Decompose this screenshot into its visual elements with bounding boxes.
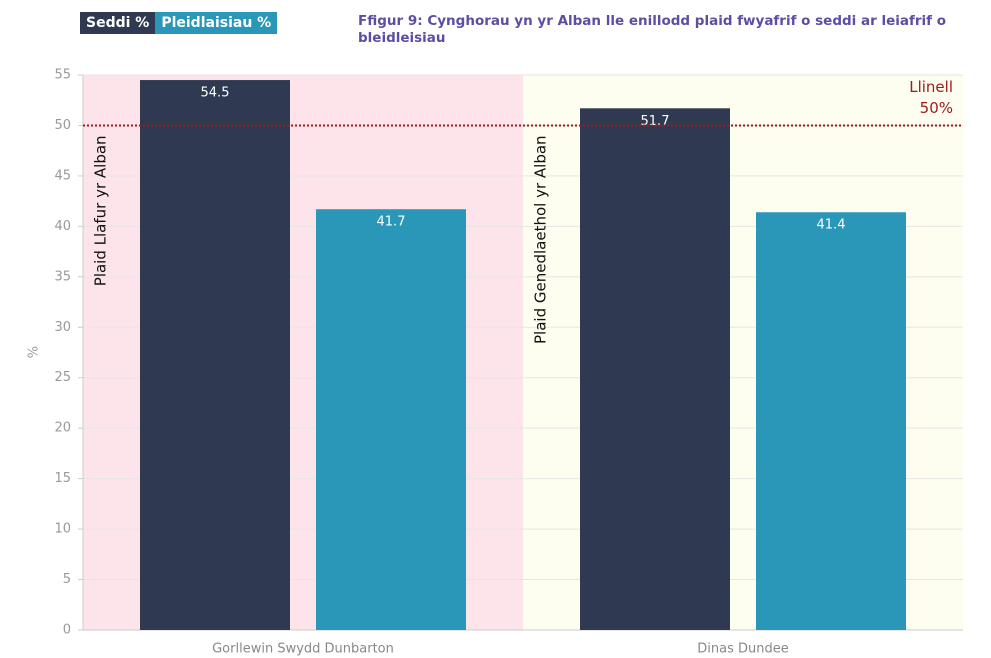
y-axis-label: % [27,346,42,358]
legend-entry: Pleidlaisiau % [155,12,278,34]
legend: Seddi % Pleidlaisiau % [80,12,278,34]
y-tick-label: 0 [63,623,71,638]
reference-line-label: 50% [920,99,953,117]
y-tick-label: 25 [54,370,71,385]
bar [140,80,290,630]
y-tick-label: 5 [63,572,71,587]
value-label: 41.7 [377,215,406,230]
group-annotation: Plaid Genedlaethol yr Alban [532,135,550,344]
reference-line-label: Llinell [909,78,953,96]
y-tick-label: 10 [54,522,71,537]
y-tick-label: 40 [54,219,71,234]
y-tick-label: 55 [54,68,71,83]
chart-title: Ffigur 9: Cynghorau yn yr Alban lle enil… [358,13,946,46]
y-tick-label: 15 [54,471,71,486]
bar [756,212,906,630]
x-tick-label: Dinas Dundee [697,642,788,657]
bar [316,209,466,630]
bar [580,108,730,631]
value-label: 51.7 [641,114,670,129]
y-tick-label: 50 [54,118,71,133]
value-label: 54.5 [201,86,230,101]
value-label: 41.4 [817,218,846,233]
y-tick-label: 20 [54,421,71,436]
group-annotation: Plaid Llafur yr Alban [92,135,110,286]
y-tick-label: 45 [54,168,71,183]
legend-entry: Seddi % [80,12,156,34]
y-tick-label: 35 [54,269,71,284]
x-tick-label: Gorllewin Swydd Dunbarton [212,642,394,657]
y-tick-label: 30 [54,320,71,335]
